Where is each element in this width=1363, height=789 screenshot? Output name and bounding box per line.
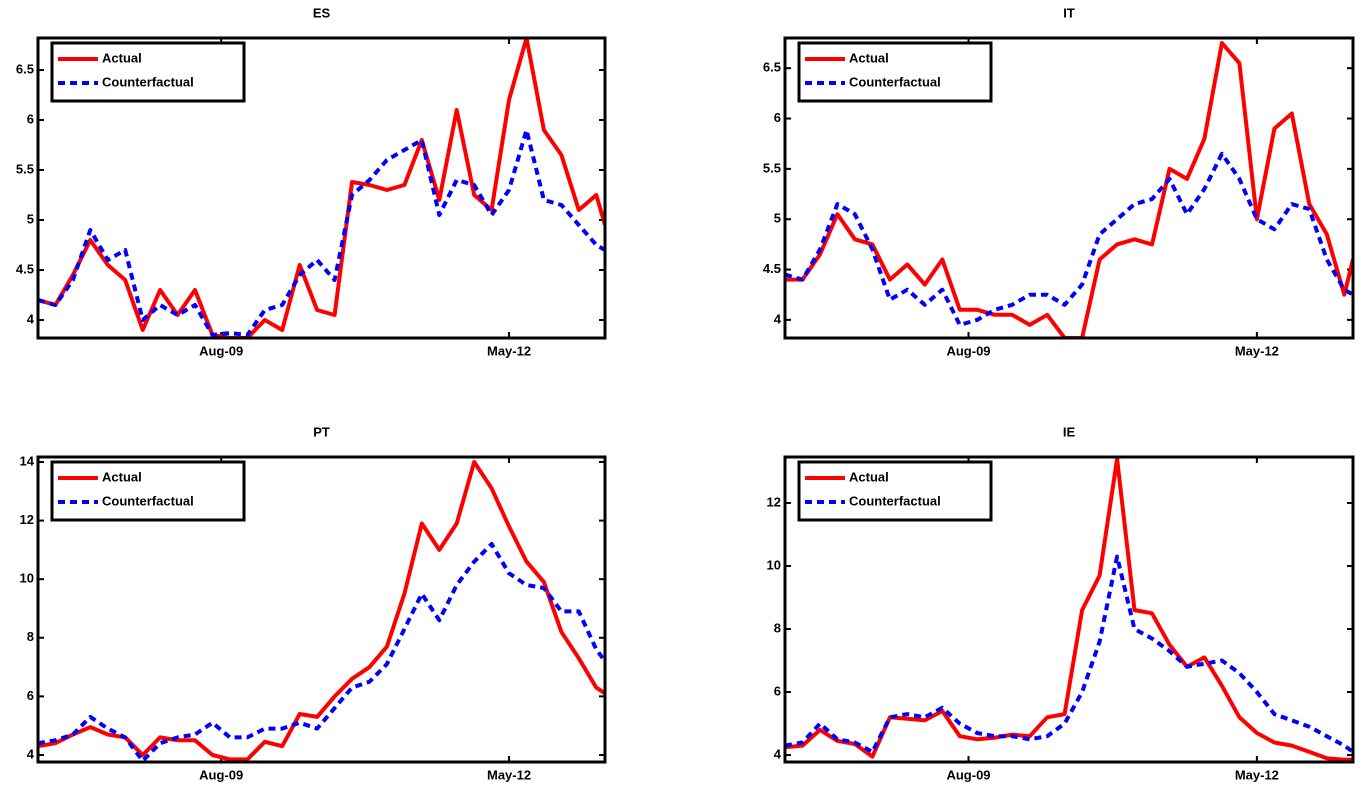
y-tick-label: 5.5 <box>16 161 34 176</box>
y-tick-label: 4.5 <box>763 261 781 276</box>
legend-label: Counterfactual <box>102 74 194 89</box>
subplot-title: IE <box>1063 424 1076 439</box>
y-tick-label: 10 <box>20 571 34 586</box>
axes-frame <box>36 36 607 340</box>
legend-box <box>50 460 246 522</box>
subplot: IE 4 6 8 10 12 Aug-09 May-12 Actual Counterfactua… <box>767 424 1355 782</box>
subplot-title: IT <box>1063 5 1075 20</box>
y-tick-label: 10 <box>767 557 781 572</box>
axes-frame <box>783 36 1355 340</box>
y-tick-label: 6.5 <box>16 61 34 76</box>
legend-label: Actual <box>849 469 889 484</box>
x-tick-label: May-12 <box>487 767 531 782</box>
axes-frame <box>36 455 607 764</box>
y-tick-label: 14 <box>20 453 35 468</box>
y-tick-label: 12 <box>20 512 34 527</box>
y-tick-label: 6 <box>774 683 781 698</box>
subplot-title: PT <box>313 424 330 439</box>
lines <box>38 460 605 762</box>
y-tick-label: 5.5 <box>763 160 781 175</box>
legend-label: Actual <box>102 50 142 65</box>
lines <box>38 38 605 338</box>
x-tick-label: May-12 <box>1235 767 1279 782</box>
legend-box <box>797 460 993 522</box>
x-tick-label: Aug-09 <box>946 343 990 358</box>
y-tick-label: 4.5 <box>16 261 34 276</box>
y-tick-label: 6.5 <box>763 60 781 75</box>
y-tick-label: 8 <box>774 620 781 635</box>
subplot: IT 4 4.5 5 5.5 6 6.5 Aug-09 May-12 Actual Counterf… <box>763 5 1355 358</box>
series-line <box>785 41 1353 338</box>
legend-label: Counterfactual <box>849 493 941 508</box>
y-tick-label: 12 <box>767 494 781 509</box>
x-tick-label: Aug-09 <box>199 767 243 782</box>
y-tick-label: 6 <box>27 111 34 126</box>
x-tick-label: Aug-09 <box>946 767 990 782</box>
y-tick-label: 8 <box>27 629 34 644</box>
legend-label: Counterfactual <box>102 493 194 508</box>
y-tick-label: 4 <box>27 311 35 326</box>
y-tick-label: 5 <box>774 211 781 226</box>
subplot: ES 4 4.5 5 5.5 6 6.5 Aug-09 May-12 Actual Counterf… <box>16 5 607 358</box>
y-tick-label: 6 <box>27 688 34 703</box>
legend-box <box>50 41 246 103</box>
x-tick-label: May-12 <box>487 343 531 358</box>
y-tick-label: 5 <box>27 211 34 226</box>
subplot: PT 4 6 8 10 12 14 Aug-09 May-12 Actual Counterfact… <box>20 424 607 782</box>
y-tick-label: 4 <box>27 746 35 761</box>
legend-label: Actual <box>102 469 142 484</box>
subplot-title: ES <box>313 5 331 20</box>
series-line <box>38 38 605 338</box>
series-line <box>38 542 605 762</box>
legend-label: Actual <box>849 50 889 65</box>
x-tick-label: May-12 <box>1235 343 1279 358</box>
lines <box>785 41 1353 338</box>
x-tick-label: Aug-09 <box>199 343 243 358</box>
axes-frame <box>783 455 1355 764</box>
y-tick-label: 4 <box>774 747 782 762</box>
series-line <box>785 554 1353 754</box>
series-line <box>38 128 605 337</box>
y-tick-label: 6 <box>774 110 781 125</box>
lines <box>785 457 1353 762</box>
series-line <box>785 151 1353 327</box>
legend-box <box>797 41 993 103</box>
legend-label: Counterfactual <box>849 74 941 89</box>
y-tick-label: 4 <box>774 311 782 326</box>
